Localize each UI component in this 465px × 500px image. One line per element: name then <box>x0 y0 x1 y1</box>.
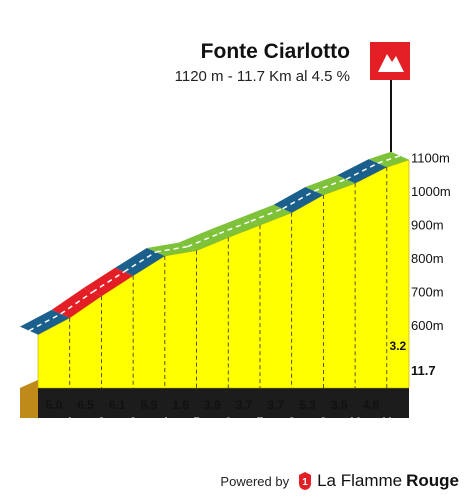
gradient-label-5: 1.6 <box>172 398 189 412</box>
band-centre-line-6 <box>187 232 220 248</box>
total-distance-label: 11.7 <box>411 363 436 378</box>
mountain-flag-icon <box>370 42 410 80</box>
gradient-label-10: 3.5 <box>331 398 348 412</box>
altitude-tick-700: 700m <box>411 285 444 300</box>
profile-area <box>37 159 410 389</box>
band-centre-line-2 <box>60 291 93 315</box>
altitude-tick-1000: 1000m <box>411 184 451 199</box>
gradient-bands <box>20 151 409 335</box>
gradient-label-8: 3.7 <box>267 398 284 412</box>
profile-base <box>20 380 409 418</box>
gradient-label-4: 5.9 <box>141 398 158 412</box>
band-centre-line-9 <box>282 190 315 210</box>
km-tick-4: 4 <box>161 415 168 429</box>
km-tick-7: 7 <box>257 415 264 429</box>
footer: Powered by 1 La Flamme Rouge <box>220 470 459 492</box>
km-tick-6: 6 <box>225 415 232 429</box>
band-centre-line-3 <box>92 271 125 293</box>
km-tick-1: 1 <box>66 415 73 429</box>
altitude-axis: 600m 700m 800m 900m 1000m 1100m <box>411 151 451 334</box>
km-tick-11: 11 <box>380 415 393 429</box>
gradient-band-5 <box>146 242 197 256</box>
altitude-tick-800: 800m <box>411 251 444 266</box>
flame-one-icon: 1 <box>299 472 312 490</box>
elevation-area <box>37 159 410 389</box>
km-tick-5: 5 <box>193 415 200 429</box>
km-divider-lines <box>69 167 388 388</box>
gradient-label-11: 4.8 <box>363 398 380 412</box>
band-centre-line-1 <box>28 313 62 332</box>
altitude-tick-600: 600m <box>411 318 444 333</box>
km-tick-8: 8 <box>288 415 295 429</box>
gradient-label-1: 5.0 <box>46 398 63 412</box>
gradient-label-9: 5.3 <box>299 398 316 412</box>
base-front-face <box>20 388 409 418</box>
powered-by-text: Powered by <box>220 473 290 489</box>
km-tick-9: 9 <box>320 415 327 429</box>
gradient-label-2: 6.5 <box>77 398 94 412</box>
gradient-label-7: 3.7 <box>236 398 253 412</box>
band-centre-line-8 <box>250 208 283 222</box>
svg-text:1: 1 <box>302 477 308 488</box>
base-left-face <box>20 380 38 418</box>
band-centre-line-7 <box>218 220 252 235</box>
chart-title: Fonte Ciarlotto <box>201 40 350 63</box>
gradient-labels: 5.0 6.5 6.1 5.9 1.6 3.9 3.7 3.7 5.3 3.5 4.8 3.2 <box>46 339 407 412</box>
summit-flag <box>370 42 410 155</box>
gradient-label-12: 3.2 <box>390 339 407 353</box>
km-axis: 1 2 3 4 5 6 7 8 9 10 11 <box>66 415 393 429</box>
brand-name-la-flamme: La Flamme <box>317 471 403 490</box>
band-centre-line-11 <box>345 162 379 180</box>
brand-logo[interactable]: 1 La Flamme Rouge <box>297 471 459 491</box>
band-centre-line-4 <box>123 251 157 273</box>
gradient-label-6: 3.9 <box>204 398 221 412</box>
km-tick-2: 2 <box>98 415 105 429</box>
gradient-label-3: 6.1 <box>109 398 126 412</box>
chart-subtitle: 1120 m - 11.7 Km al 4.5 % <box>175 68 350 85</box>
altitude-tick-1100: 1100m <box>411 151 450 166</box>
km-tick-10: 10 <box>348 415 362 429</box>
band-centre-line-12 <box>377 155 401 164</box>
km-tick-3: 3 <box>130 415 137 429</box>
altitude-tick-900: 900m <box>411 218 444 233</box>
band-centre-line-10 <box>314 178 347 192</box>
brand-name-rouge: Rouge <box>406 471 459 490</box>
